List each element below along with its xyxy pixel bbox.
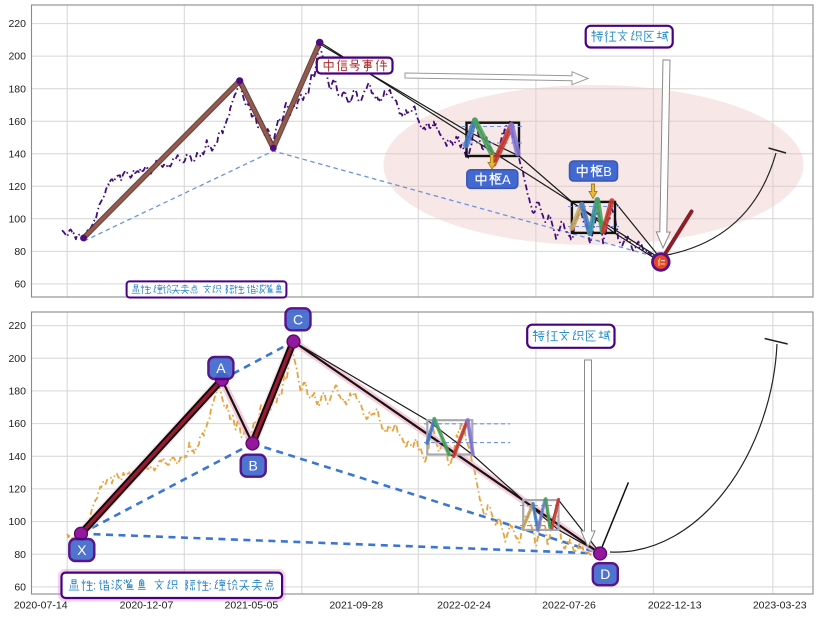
svg-text::: : [209, 580, 212, 593]
svg-text:180: 180 [8, 386, 26, 398]
svg-text:60: 60 [14, 582, 26, 594]
svg-text::: : [149, 285, 152, 296]
svg-text:220: 220 [8, 320, 26, 332]
svg-text:120: 120 [8, 484, 26, 496]
svg-text:2022-12-13: 2022-12-13 [648, 600, 702, 612]
svg-text:2022-07-26: 2022-07-26 [542, 600, 596, 612]
svg-text:A: A [216, 360, 226, 376]
svg-text:2022-02-24: 2022-02-24 [437, 600, 491, 612]
svg-text:60: 60 [14, 279, 26, 291]
svg-text:2021-05-05: 2021-05-05 [225, 600, 279, 612]
svg-text:180: 180 [8, 83, 26, 95]
svg-text:160: 160 [8, 418, 26, 430]
svg-text:B: B [603, 164, 612, 179]
svg-text:D: D [600, 566, 610, 582]
svg-text::: : [93, 580, 96, 593]
svg-text:C: C [293, 311, 303, 327]
svg-text:100: 100 [8, 516, 26, 528]
svg-text:140: 140 [8, 451, 26, 463]
svg-text:80: 80 [14, 549, 26, 561]
svg-text:2020-12-07: 2020-12-07 [120, 600, 174, 612]
svg-text:220: 220 [8, 18, 26, 30]
svg-text:2021-09-28: 2021-09-28 [329, 600, 383, 612]
svg-text:A: A [502, 172, 511, 187]
svg-text:200: 200 [8, 51, 26, 63]
svg-text:200: 200 [8, 353, 26, 365]
svg-text:140: 140 [8, 148, 26, 160]
svg-text:B: B [249, 458, 258, 474]
svg-text::: : [243, 285, 246, 296]
svg-text:160: 160 [8, 116, 26, 128]
svg-text:2020-07-14: 2020-07-14 [14, 600, 68, 612]
svg-text:100: 100 [8, 213, 26, 225]
svg-text:120: 120 [8, 181, 26, 193]
svg-text:2023-03-23: 2023-03-23 [753, 600, 807, 612]
svg-text:80: 80 [14, 246, 26, 258]
svg-text:X: X [77, 542, 87, 558]
